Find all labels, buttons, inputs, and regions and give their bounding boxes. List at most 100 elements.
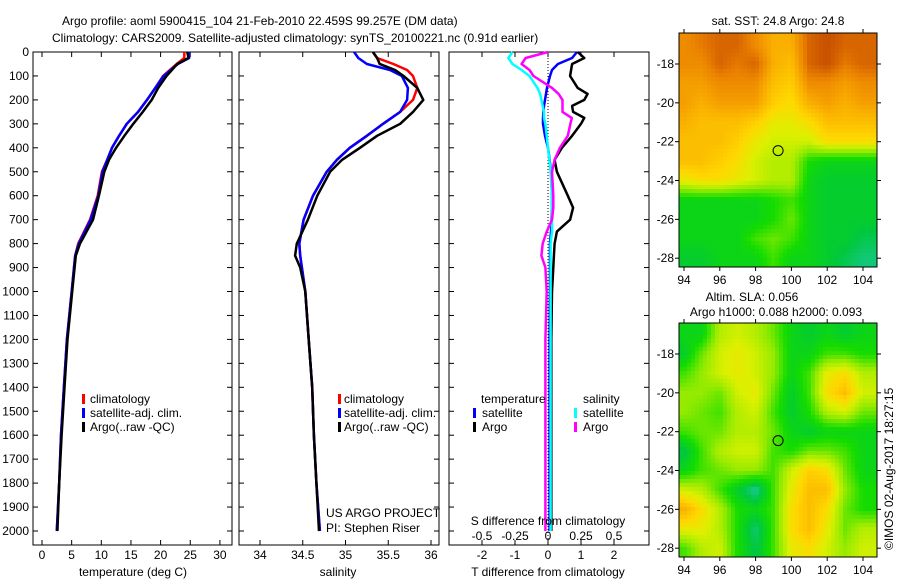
sla-cell	[727, 355, 731, 359]
sst-cell	[799, 193, 803, 197]
sla-cell	[783, 423, 787, 427]
sla-cell	[707, 447, 711, 451]
sla-cell	[859, 363, 863, 367]
sst-cell	[775, 125, 779, 129]
sst-cell	[787, 113, 791, 117]
sla-cell	[827, 407, 831, 411]
sst-cell	[715, 49, 719, 53]
sst-cell	[835, 157, 839, 161]
sst-cell	[711, 37, 715, 41]
sla-cell	[811, 431, 815, 435]
sla-cell	[743, 383, 747, 387]
sst-cell	[867, 241, 871, 245]
sla-cell	[843, 459, 847, 463]
sst-cell	[719, 245, 723, 249]
sst-cell	[819, 177, 823, 181]
sla-cell	[803, 459, 807, 463]
sla-cell	[711, 355, 715, 359]
sst-cell	[715, 185, 719, 189]
sla-cell	[815, 407, 819, 411]
sla-cell	[771, 403, 775, 407]
sst-cell	[743, 241, 747, 245]
sst-cell	[707, 189, 711, 193]
sst-cell	[807, 69, 811, 73]
sst-cell	[747, 217, 751, 221]
sst-cell	[739, 133, 743, 137]
sst-cell	[795, 141, 799, 145]
sla-cell	[831, 391, 835, 395]
sst-cell	[763, 181, 767, 185]
sla-cell	[743, 443, 747, 447]
sst-cell	[847, 157, 851, 161]
sst-cell	[687, 73, 691, 77]
sst-cell	[847, 125, 851, 129]
sst-cell	[751, 121, 755, 125]
sst-cell	[847, 257, 851, 261]
sst-cell	[783, 165, 787, 169]
sla-cell	[707, 443, 711, 447]
sst-cell	[687, 193, 691, 197]
sst-cell	[703, 73, 707, 77]
sla-cell	[847, 331, 851, 335]
sla-cell	[835, 455, 839, 459]
sla-cell	[851, 351, 855, 355]
sst-cell	[763, 93, 767, 97]
sst-cell	[847, 33, 851, 37]
sla-cell	[799, 355, 803, 359]
sst-cell	[771, 201, 775, 205]
sla-cell	[803, 439, 807, 443]
sla-cell	[771, 379, 775, 383]
sla-cell	[707, 419, 711, 423]
sst-cell	[803, 121, 807, 125]
sla-cell	[783, 415, 787, 419]
sla-cell	[855, 371, 859, 375]
sst-cell	[863, 197, 867, 201]
sst-cell	[823, 149, 827, 153]
sla-cell	[759, 455, 763, 459]
sst-cell	[683, 257, 687, 261]
sst-cell	[739, 217, 743, 221]
sla-cell	[807, 447, 811, 451]
sla-cell	[815, 455, 819, 459]
sla-cell	[799, 459, 803, 463]
sst-cell	[775, 33, 779, 37]
sla-cell	[803, 447, 807, 451]
sst-cell	[859, 261, 863, 265]
sst-cell	[823, 201, 827, 205]
sst-cell	[767, 53, 771, 57]
sla-cell	[811, 383, 815, 387]
sst-cell	[731, 245, 735, 249]
sst-cell	[755, 169, 759, 173]
sst-cell	[815, 245, 819, 249]
sst-cell	[691, 121, 695, 125]
temperature-line-satellite	[57, 52, 189, 531]
sla-cell	[687, 399, 691, 403]
sla-cell	[775, 359, 779, 363]
sla-cell	[843, 395, 847, 399]
sla-cell	[851, 383, 855, 387]
sla-cell	[707, 383, 711, 387]
sst-cell	[819, 205, 823, 209]
sla-cell	[683, 347, 687, 351]
sst-cell	[723, 89, 727, 93]
sst-cell	[871, 53, 875, 57]
sla-cell	[751, 363, 755, 367]
sla-cell	[699, 383, 703, 387]
sst-cell	[743, 253, 747, 257]
sla-cell	[735, 347, 739, 351]
depth-tick-label: 1900	[2, 500, 29, 514]
sla-cell	[819, 347, 823, 351]
sla-cell	[843, 323, 847, 327]
sla-cell	[815, 339, 819, 343]
sst-cell	[711, 33, 715, 37]
sst-cell	[871, 49, 875, 53]
sla-cell	[691, 399, 695, 403]
sla-cell	[735, 367, 739, 371]
sst-cell	[775, 165, 779, 169]
sla-cell	[695, 403, 699, 407]
sla-cell	[739, 407, 743, 411]
sst-cell	[835, 149, 839, 153]
sst-cell	[723, 105, 727, 109]
sla-cell	[695, 459, 699, 463]
sla-cell	[679, 415, 683, 419]
